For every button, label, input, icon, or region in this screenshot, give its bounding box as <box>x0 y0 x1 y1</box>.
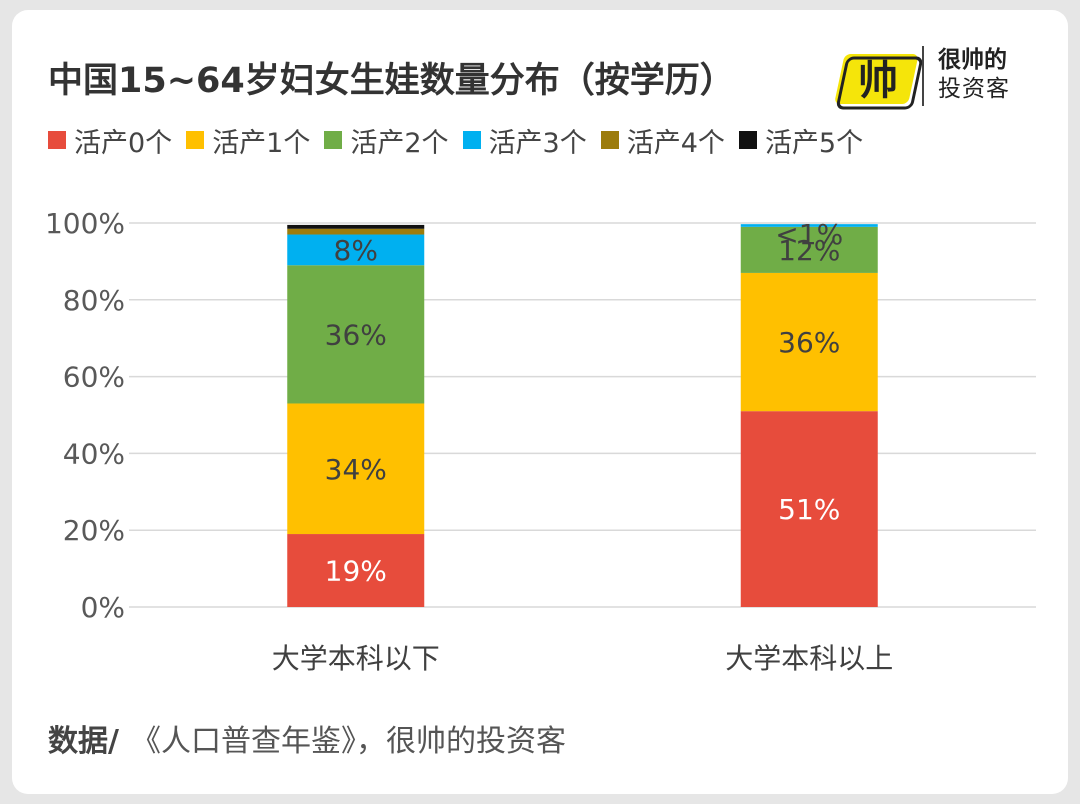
bar-segment <box>740 224 878 227</box>
legend-label: 活产3个 <box>488 127 587 159</box>
legend-label: 活产5个 <box>764 127 864 159</box>
y-tick-label: 0% <box>81 591 125 624</box>
bar-segment <box>740 411 878 607</box>
data-label: <1% <box>775 218 843 251</box>
legend-item-4: 活产4个 <box>600 121 725 160</box>
legend-item-0: 活产0个 <box>48 121 172 160</box>
legend-swatch <box>462 131 481 149</box>
brand: 帅 很帅的 投资客 <box>830 38 1050 114</box>
page-title: 中国15~64岁妇女生娃数量分布（按学历） <box>48 61 735 101</box>
bar-segment <box>287 534 425 607</box>
data-label: 51% <box>778 493 840 526</box>
x-tick-label: 大学本科以上 <box>725 642 893 675</box>
x-tick-label: 大学本科以下 <box>272 642 440 675</box>
data-label: 36% <box>325 318 387 351</box>
data-label: 36% <box>778 326 840 359</box>
bar-segment <box>287 265 425 404</box>
bar-segment <box>740 272 878 412</box>
bar-segment <box>287 224 425 229</box>
legend-swatch <box>186 131 205 149</box>
brand-name: 很帅的 投资客 <box>938 46 1010 104</box>
legend-item-2: 活产2个 <box>324 121 449 160</box>
legend-label: 活产0个 <box>74 127 173 159</box>
legend-swatch <box>738 131 757 149</box>
legend-label: 活产1个 <box>212 127 311 159</box>
data-label: 34% <box>325 453 387 486</box>
legend-item-1: 活产1个 <box>186 121 310 160</box>
brand-divider <box>922 46 924 106</box>
y-tick-label: 40% <box>63 437 125 470</box>
y-tick-label: 80% <box>63 284 125 317</box>
y-tick-label: 60% <box>63 361 125 394</box>
bar-segment <box>287 234 425 266</box>
bar-segment <box>740 226 878 273</box>
y-tick-label: 20% <box>63 514 125 547</box>
data-label: 12% <box>778 234 840 267</box>
brand-logo-icon: 帅 <box>835 54 923 110</box>
legend-item-3: 活产3个 <box>462 121 587 160</box>
source-text: 《人口普查年鉴》，很帅的投资客 <box>130 724 566 759</box>
bar-segment <box>287 228 425 235</box>
chart-card: 中国15~64岁妇女生娃数量分布（按学历） 帅 很帅的 投资客 活产0个 活产1个… <box>12 10 1068 794</box>
legend-swatch <box>48 131 66 149</box>
legend-swatch <box>324 131 343 149</box>
brand-line-2: 投资客 <box>938 76 1010 102</box>
data-label: 8% <box>334 234 378 267</box>
stacked-bar-chart: 0% 20% 40% 60% 80% 100% 19% 34% 36% 8% 大学本科以下 51% 36… <box>45 207 1036 675</box>
brand-line-1: 很帅的 <box>938 47 1007 73</box>
data-label: 19% <box>325 555 387 588</box>
bar-segment <box>287 403 425 535</box>
source-note: 数据/ 《人口普查年鉴》，很帅的投资客 <box>48 716 566 760</box>
legend-swatch <box>600 131 619 149</box>
y-tick-label: 100% <box>45 207 125 240</box>
chart-legend: 活产0个 活产1个 活产2个 活产3个 活产4个 活产5个 <box>48 121 877 160</box>
legend-label: 活产2个 <box>350 127 449 159</box>
source-label: 数据/ <box>48 724 119 759</box>
legend-item-5: 活产5个 <box>738 121 864 160</box>
legend-label: 活产4个 <box>626 127 725 159</box>
brand-logo-text: 帅 <box>858 58 898 104</box>
